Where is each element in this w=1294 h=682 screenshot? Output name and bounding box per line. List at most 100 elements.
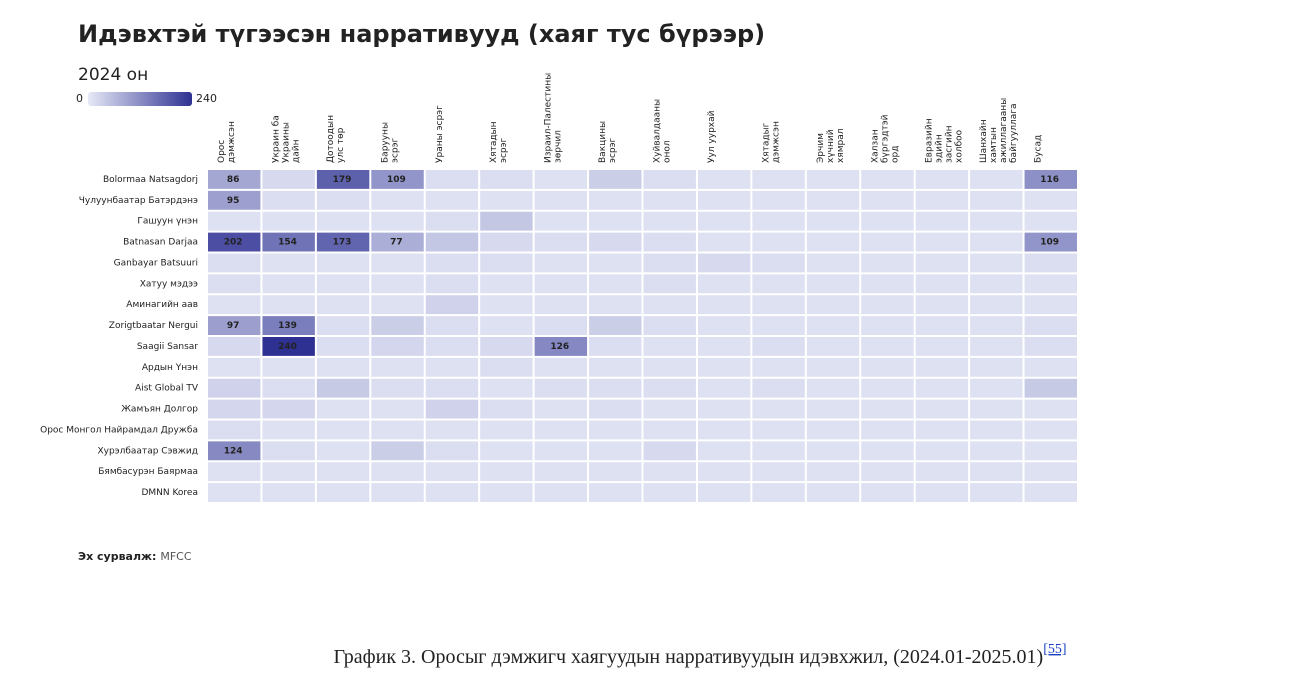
row-label: Хатуу мэдээ: [140, 279, 198, 289]
heatmap-cell: [915, 316, 969, 335]
heatmap-cell: [480, 295, 533, 315]
colorbar-min-label: 0: [76, 92, 83, 105]
heatmap-cell: [643, 420, 696, 440]
cell-label: 240: [278, 342, 297, 352]
heatmap-cell: [643, 274, 696, 294]
heatmap-cell: [752, 232, 805, 252]
heatmap-cell: [970, 337, 1023, 356]
heatmap-cell: [371, 316, 424, 335]
heatmap-cell: [589, 420, 642, 440]
heatmap-cell: [752, 441, 805, 461]
heatmap-cell: [806, 253, 860, 273]
heatmap-cell: [806, 420, 860, 440]
heatmap-cell: [262, 295, 315, 315]
cell-label: 179: [333, 175, 352, 185]
heatmap-cell: [425, 190, 479, 210]
row-label: Хурэлбаатар Сэвжид: [97, 446, 198, 456]
heatmap-cell: [534, 337, 588, 356]
heatmap-cell: [208, 378, 261, 398]
heatmap-cell: [371, 211, 424, 231]
heatmap-cell: [262, 462, 315, 482]
heatmap-cell: [806, 170, 860, 189]
heatmap-cell: [915, 253, 969, 273]
column-label: Хятадын эсрэг: [489, 119, 509, 163]
heatmap-cell: [806, 316, 860, 335]
heatmap-cell: [643, 378, 696, 398]
heatmap-cell: [425, 316, 479, 335]
source-label: Эх сурвалж:: [78, 550, 156, 563]
heatmap-cell: [371, 337, 424, 356]
heatmap-cell: [806, 211, 860, 231]
heatmap-cell: [589, 211, 642, 231]
heatmap-cell: [262, 232, 315, 252]
heatmap-cell: [861, 337, 914, 356]
heatmap-cell: [1024, 337, 1077, 356]
heatmap-cell: [371, 378, 424, 398]
heatmap-cell: [262, 211, 315, 231]
heatmap-cell: [752, 378, 805, 398]
heatmap-cell: [316, 211, 370, 231]
heatmap-cell: [1024, 441, 1077, 461]
heatmap-cell: [316, 483, 370, 502]
column-label: Ураны эсрэг: [434, 105, 444, 163]
heatmap-cell: [1024, 253, 1077, 273]
heatmap-cell: [316, 462, 370, 482]
heatmap-cell: [1024, 274, 1077, 294]
heatmap-cell: [915, 190, 969, 210]
colorbar: [88, 92, 192, 106]
heatmap-cell: [208, 253, 261, 273]
heatmap-cell: [1024, 295, 1077, 315]
heatmap-cell: [752, 274, 805, 294]
heatmap-cell: [697, 274, 751, 294]
heatmap-cell: [589, 483, 642, 502]
cell-label: 116: [1040, 175, 1059, 185]
heatmap-cell: [371, 399, 424, 419]
heatmap-cell: [480, 357, 533, 377]
heatmap-cell: [861, 295, 914, 315]
source: Эх сурвалж: MFCC: [78, 550, 192, 563]
heatmap-cell: [262, 316, 315, 335]
heatmap-cell: [425, 295, 479, 315]
heatmap-cell: [316, 274, 370, 294]
cell-label: 109: [1040, 238, 1059, 248]
heatmap-cell: [697, 316, 751, 335]
heatmap-cell: [589, 274, 642, 294]
heatmap-cell: [371, 441, 424, 461]
heatmap-cell: [861, 399, 914, 419]
heatmap-cell: [1024, 316, 1077, 335]
heatmap-cell: [1024, 211, 1077, 231]
heatmap-cell: [1024, 232, 1077, 252]
colorbar-max-label: 240: [196, 92, 217, 105]
heatmap-cell: [970, 441, 1023, 461]
cell-label: 124: [224, 446, 243, 456]
heatmap-cell: [697, 337, 751, 356]
heatmap-cell: [1024, 462, 1077, 482]
row-label: Аминагийн аав: [126, 300, 198, 310]
heatmap-cell: [316, 337, 370, 356]
row-label: Ganbayar Batsuuri: [114, 258, 198, 268]
row-label: Орос Монгол Найрамдал Дружба: [40, 425, 198, 435]
heatmap-cell: [752, 295, 805, 315]
heatmap-cell: [371, 190, 424, 210]
heatmap-cell: [371, 357, 424, 377]
heatmap-cell: [861, 378, 914, 398]
caption-ref[interactable]: [55]: [1043, 642, 1066, 657]
heatmap-cell: [425, 170, 479, 189]
heatmap-cell: [915, 211, 969, 231]
heatmap-cell: [697, 378, 751, 398]
heatmap-cell: [970, 170, 1023, 189]
heatmap-cell: [697, 170, 751, 189]
heatmap-cell: [208, 483, 261, 502]
heatmap-cell: [697, 420, 751, 440]
heatmap-cell: [643, 441, 696, 461]
column-label: Барууны эсрэг: [380, 119, 400, 163]
heatmap-cell: [752, 316, 805, 335]
heatmap-cell: [806, 337, 860, 356]
heatmap-cell: [643, 483, 696, 502]
heatmap-cell: [534, 211, 588, 231]
heatmap-cell: [480, 316, 533, 335]
heatmap-cell: [262, 399, 315, 419]
heatmap-cell: [915, 170, 969, 189]
heatmap-cell: [316, 170, 370, 189]
heatmap-cell: [861, 316, 914, 335]
